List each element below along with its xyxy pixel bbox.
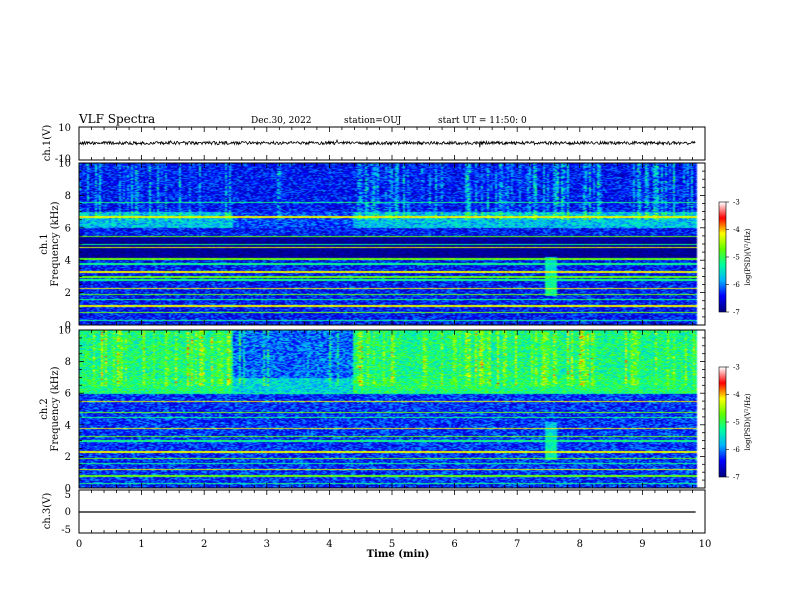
x-tick-label: 8 — [577, 539, 583, 550]
ch1-colorbar-ticks: -3 -4 -5 -6 -7 — [726, 199, 740, 317]
x-tick-label: 7 — [514, 539, 520, 550]
date-label: Dec.30, 2022 — [251, 116, 312, 126]
spectrogram-ytick-label: 2 — [65, 288, 71, 299]
spectrogram-ytick-label: 4 — [65, 256, 71, 267]
spectrogram-ytick-label: 0 — [65, 484, 71, 495]
ch2-spectrogram-image — [79, 330, 705, 488]
axis-tick-marks — [78, 127, 706, 533]
colorbar-tick-label: -7 — [733, 309, 740, 317]
colorbar-tick-label: -7 — [733, 474, 740, 482]
ch2-colorbar: -3 -4 -5 -6 -7 log(PSD)(V²/Hz) — [718, 364, 752, 482]
colorbar-tick-label: -3 — [733, 364, 740, 372]
colorbar-tick-label: -5 — [733, 419, 740, 427]
ch3-ytick-mid: 0 — [65, 507, 71, 518]
station-label: station=OUJ — [344, 116, 402, 126]
x-tick-label: 10 — [699, 539, 712, 550]
spectrogram-ytick-label: 8 — [65, 191, 71, 202]
ch2-spectrogram-ylabel-ch: ch.2 — [39, 398, 50, 420]
spectrogram-ytick-label: 8 — [65, 357, 71, 368]
ch1-waveform-ylabel: ch.1(V) — [42, 125, 53, 162]
colorbar-tick-label: -6 — [733, 281, 740, 289]
x-tick-label: 3 — [264, 539, 270, 550]
ch1-colorbar-gradient — [719, 202, 726, 312]
ch3-ytick-top: 5 — [65, 490, 71, 501]
ch1-spectrogram-panel: 0 2 4 6 8 10 ch.1 Frequency (kHz) — [39, 159, 706, 332]
x-tick-label: 6 — [451, 539, 457, 550]
spectrogram-ytick-label: 2 — [65, 452, 71, 463]
colorbar-tick-label: -6 — [733, 446, 740, 454]
ch1-spectrogram-image — [79, 163, 705, 325]
x-axis-label: Time (min) — [367, 549, 430, 560]
x-tick-label: 2 — [201, 539, 207, 550]
ch1-spectrogram-ylabel-ch: ch.1 — [39, 233, 50, 255]
x-tick-label: 9 — [639, 539, 645, 550]
ch2-colorbar-gradient — [719, 367, 726, 477]
ch2-spectrogram-panel: 0 2 4 6 8 10 ch.2 Frequency (kHz) — [39, 326, 706, 495]
ch1-colorbar-label: log(PSD)(V²/Hz) — [744, 228, 752, 285]
spectrogram-ytick-label: 10 — [58, 326, 71, 337]
x-tick-labels: 0 1 2 3 4 5 6 7 8 9 10 — [76, 539, 712, 550]
spectrogram-ytick-label: 4 — [65, 420, 71, 431]
x-tick-label: 1 — [138, 539, 144, 550]
ch2-spectrogram-yticks: 0 2 4 6 8 10 — [58, 326, 71, 495]
ch1-spectrogram-yticks: 0 2 4 6 8 10 — [58, 159, 71, 332]
colorbar-tick-label: -4 — [733, 226, 740, 234]
spectrogram-ytick-label: 0 — [65, 321, 71, 332]
spectrogram-ytick-label: 6 — [65, 389, 71, 400]
ch1-colorbar: -3 -4 -5 -6 -7 log(PSD)(V²/Hz) — [718, 199, 752, 317]
spectrogram-ytick-label: 10 — [58, 159, 71, 170]
ch3-waveform-ylabel: ch.3(V) — [42, 493, 53, 530]
start-ut-label: start UT = 11:50: 0 — [438, 116, 527, 126]
ch3-ytick-bottom: -5 — [61, 525, 71, 536]
ch1-waveform-line — [78, 138, 696, 148]
x-tick-label: 0 — [76, 539, 82, 550]
ch2-spectrogram-ylabel-freq: Frequency (kHz) — [50, 366, 61, 451]
colorbar-tick-label: -4 — [733, 391, 740, 399]
ch1-ytick-bottom: -10 — [55, 154, 71, 165]
ch1-ytick-top: 10 — [58, 123, 71, 134]
x-tick-label: 5 — [389, 539, 395, 550]
ch1-spectrogram-ylabel-freq: Frequency (kHz) — [50, 201, 61, 286]
ch2-colorbar-label: log(PSD)(V²/Hz) — [744, 393, 752, 450]
spectrogram-ytick-label: 6 — [65, 223, 71, 234]
ch2-colorbar-ticks: -3 -4 -5 -6 -7 — [726, 364, 740, 482]
colorbar-tick-label: -5 — [733, 254, 740, 262]
figure-title: VLF Spectra — [78, 112, 155, 126]
x-tick-label: 4 — [326, 539, 332, 550]
colorbar-tick-label: -3 — [733, 199, 740, 207]
